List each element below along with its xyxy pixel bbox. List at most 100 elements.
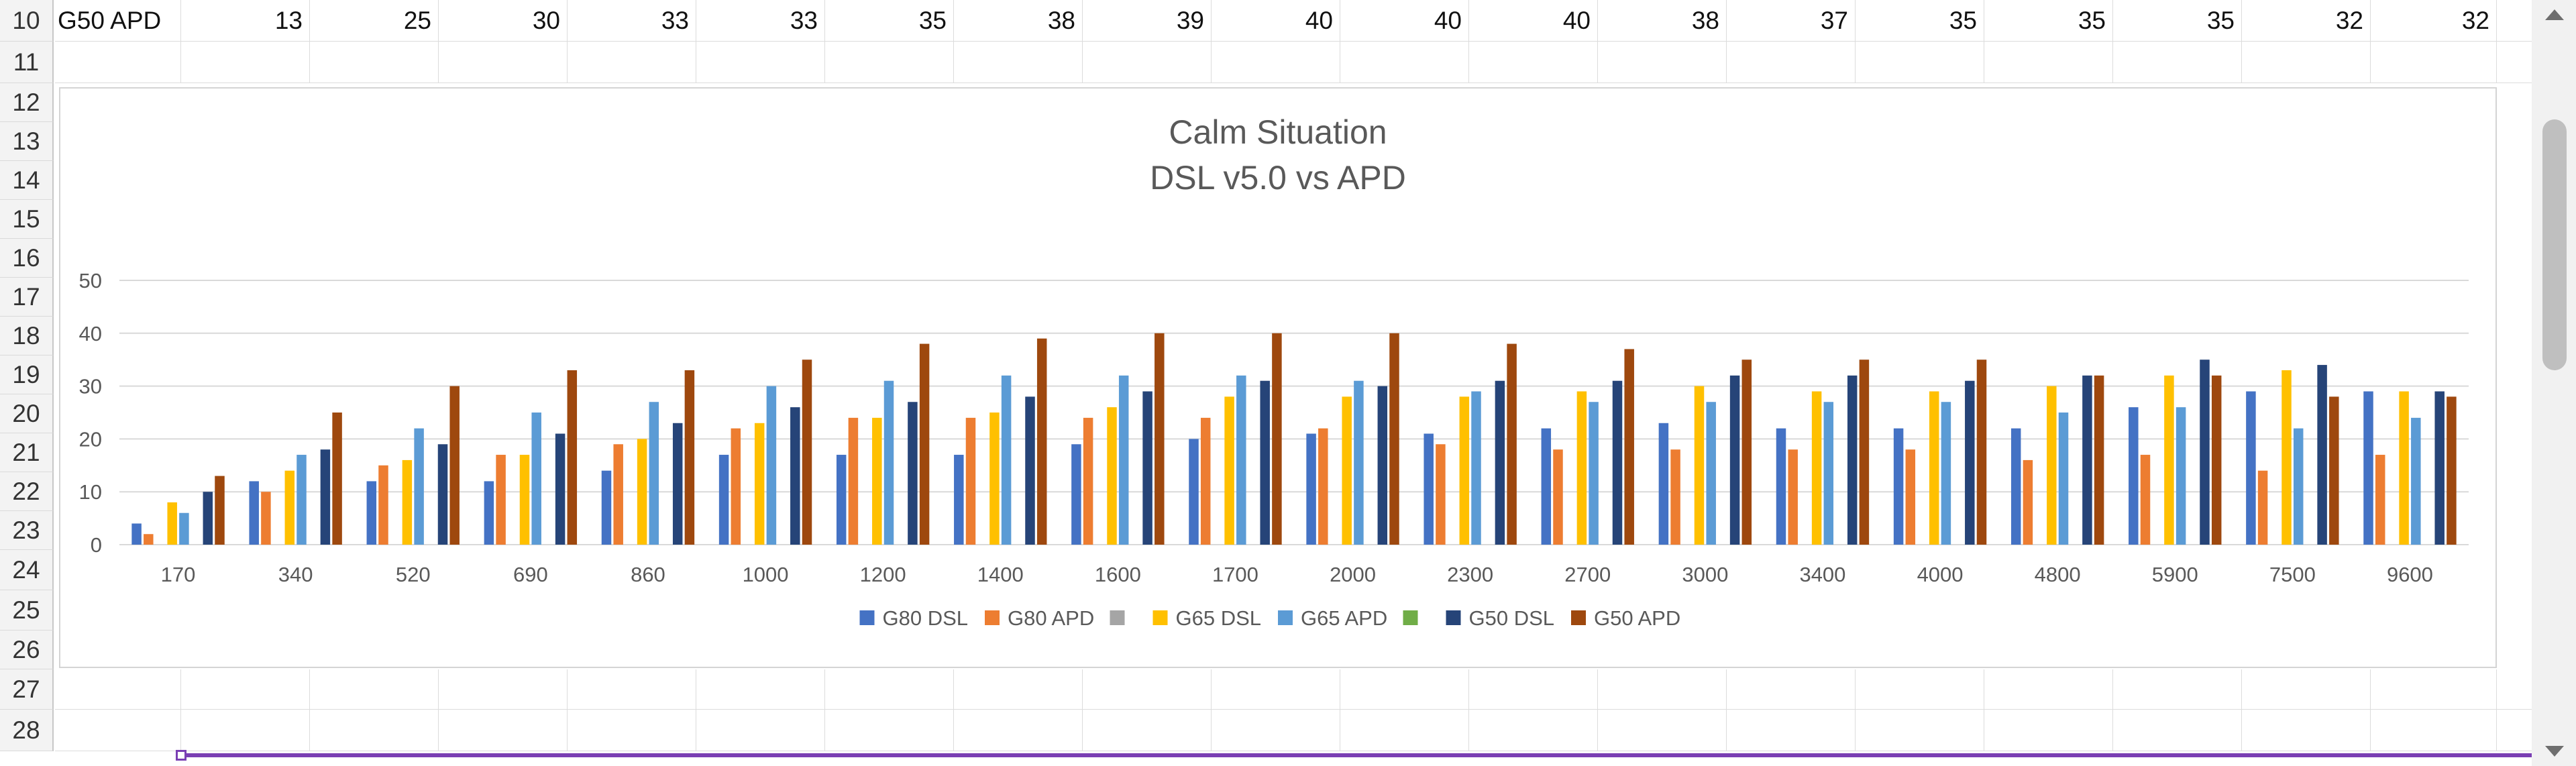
sheet-cell[interactable]	[55, 710, 181, 751]
vertical-scrollbar[interactable]	[2532, 0, 2576, 766]
row-header[interactable]: 15	[0, 200, 54, 239]
sheet-cell[interactable]	[1984, 42, 2113, 83]
sheet-cell[interactable]	[825, 710, 954, 751]
sheet-cell[interactable]	[1856, 42, 1984, 83]
sheet-cell[interactable]: 40	[1340, 0, 1469, 41]
sheet-cell[interactable]	[2113, 669, 2242, 709]
sheet-cell[interactable]	[181, 42, 310, 83]
sheet-cell[interactable]	[2371, 669, 2497, 709]
sheet-cell[interactable]: 40	[1469, 0, 1598, 41]
sheet-cell[interactable]	[568, 669, 696, 709]
sheet-cell[interactable]	[1083, 42, 1212, 83]
sheet-cell[interactable]	[1598, 710, 1727, 751]
sheet-cell[interactable]	[1727, 710, 1856, 751]
sheet-cell[interactable]	[310, 710, 439, 751]
sheet-cell[interactable]: 40	[1212, 0, 1340, 41]
row-header[interactable]: 14	[0, 161, 54, 200]
sheet-cell[interactable]	[1083, 669, 1212, 709]
sheet-cell[interactable]	[2242, 669, 2371, 709]
sheet-cell[interactable]	[954, 710, 1083, 751]
sheet-cell[interactable]	[2242, 42, 2371, 83]
sheet-cell[interactable]	[2242, 710, 2371, 751]
sheet-cell[interactable]	[696, 42, 825, 83]
scroll-up-icon[interactable]	[2545, 9, 2564, 20]
row-header[interactable]: 12	[0, 83, 54, 122]
sheet-cell[interactable]: 33	[696, 0, 825, 41]
sheet-cell[interactable]	[439, 669, 568, 709]
row-header[interactable]: 24	[0, 550, 54, 590]
row-header[interactable]: 19	[0, 355, 54, 394]
selection-handle[interactable]	[176, 750, 186, 761]
row-header[interactable]: 27	[0, 669, 54, 710]
row-header[interactable]: 20	[0, 394, 54, 433]
sheet-cell[interactable]: 37	[1727, 0, 1856, 41]
sheet-cell[interactable]	[1598, 42, 1727, 83]
sheet-cell[interactable]: 35	[825, 0, 954, 41]
sheet-cell[interactable]	[1598, 669, 1727, 709]
sheet-cell[interactable]	[1469, 710, 1598, 751]
sheet-cell[interactable]	[1856, 710, 1984, 751]
sheet-cell[interactable]: 33	[568, 0, 696, 41]
sheet-cell[interactable]: 38	[1598, 0, 1727, 41]
sheet-cell[interactable]: 13	[181, 0, 310, 41]
row-header[interactable]: 23	[0, 511, 54, 550]
sheet-cell[interactable]	[1212, 669, 1340, 709]
sheet-cell[interactable]	[825, 669, 954, 709]
cell-row10-label[interactable]: G50 APD	[55, 0, 181, 41]
sheet-cell[interactable]	[696, 669, 825, 709]
row-header[interactable]: 26	[0, 631, 54, 669]
sheet-cell[interactable]: 35	[2113, 0, 2242, 41]
scroll-down-icon[interactable]	[2545, 746, 2564, 757]
sheet-cell[interactable]: 32	[2371, 0, 2497, 41]
sheet-cell[interactable]	[181, 669, 310, 709]
sheet-cell[interactable]	[55, 42, 181, 83]
sheet-cell[interactable]	[1469, 42, 1598, 83]
sheet-cell[interactable]: 25	[310, 0, 439, 41]
row-header[interactable]: 13	[0, 122, 54, 161]
sheet-cell[interactable]	[1727, 669, 1856, 709]
sheet-cell[interactable]	[825, 42, 954, 83]
sheet-cell[interactable]	[1984, 669, 2113, 709]
sheet-cell[interactable]	[2371, 710, 2497, 751]
sheet-cell[interactable]	[1856, 669, 1984, 709]
sheet-cell[interactable]	[181, 710, 310, 751]
row-header[interactable]: 22	[0, 472, 54, 511]
row-header[interactable]: 18	[0, 317, 54, 355]
sheet-cell[interactable]	[1212, 710, 1340, 751]
row-header[interactable]: 10	[0, 0, 54, 42]
scroll-thumb[interactable]	[2542, 119, 2567, 370]
sheet-cell[interactable]	[954, 669, 1083, 709]
row-header[interactable]: 16	[0, 239, 54, 278]
sheet-cell[interactable]	[439, 42, 568, 83]
sheet-cell[interactable]	[1083, 710, 1212, 751]
sheet-cell[interactable]	[1469, 669, 1598, 709]
chart[interactable]: Calm Situation DSL v5.0 vs APD 0 10 20 30 40…	[59, 87, 2497, 668]
sheet-cell[interactable]	[2113, 42, 2242, 83]
sheet-cell[interactable]	[954, 42, 1083, 83]
sheet-cell[interactable]	[1340, 669, 1469, 709]
sheet-cell[interactable]	[696, 710, 825, 751]
sheet-cell[interactable]	[310, 669, 439, 709]
row-header[interactable]: 28	[0, 710, 54, 751]
row-header[interactable]: 17	[0, 278, 54, 317]
sheet-cell[interactable]	[1340, 42, 1469, 83]
sheet-cell[interactable]	[439, 710, 568, 751]
row-header[interactable]: 11	[0, 42, 54, 83]
row-header[interactable]: 21	[0, 433, 54, 472]
sheet-cell[interactable]	[2371, 42, 2497, 83]
sheet-cell[interactable]: 32	[2242, 0, 2371, 41]
sheet-cell[interactable]	[1984, 710, 2113, 751]
sheet-cell[interactable]	[568, 710, 696, 751]
sheet-cell[interactable]	[55, 669, 181, 709]
sheet-cell[interactable]	[568, 42, 696, 83]
sheet-cell[interactable]	[310, 42, 439, 83]
sheet-cell[interactable]: 39	[1083, 0, 1212, 41]
sheet-cell[interactable]	[1340, 710, 1469, 751]
sheet-cell[interactable]	[1212, 42, 1340, 83]
sheet-cell[interactable]	[2113, 710, 2242, 751]
sheet-cell[interactable]: 30	[439, 0, 568, 41]
sheet-cell[interactable]: 35	[1984, 0, 2113, 41]
row-header[interactable]: 25	[0, 590, 54, 631]
sheet-cell[interactable]: 38	[954, 0, 1083, 41]
sheet-cell[interactable]	[1727, 42, 1856, 83]
